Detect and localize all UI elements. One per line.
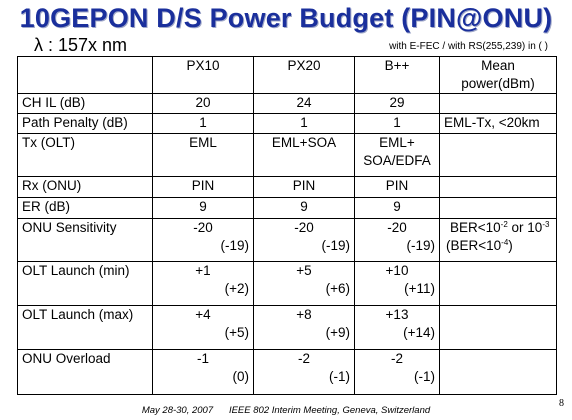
- table-row-onu-overload: ONU Overload -1 (0) -2 (-1) -2 (-1): [17, 349, 557, 395]
- row-label: ONU Sensitivity: [17, 218, 153, 262]
- cell-value: -1: [196, 351, 209, 366]
- cell-px10: EML: [152, 133, 254, 177]
- cell-note: [439, 349, 557, 395]
- cell-bpp: +13 (+14): [354, 305, 440, 350]
- cell-value-rs: (-1): [414, 369, 435, 384]
- cell-bpp-line2: SOA/EDFA: [363, 153, 431, 168]
- cell-note: [439, 305, 557, 350]
- table-row-olt-launch-min: OLT Launch (min) +1 (+2) +5 (+6) +10 (+1…: [17, 261, 557, 306]
- row-label: ER (dB): [17, 197, 153, 219]
- cell-value: -2: [390, 351, 403, 366]
- cell-value-rs: (-19): [220, 238, 249, 253]
- cell-bpp: 29: [354, 93, 440, 114]
- table-row-olt-launch-max: OLT Launch (max) +4 (+5) +8 (+9) +13 (+1…: [17, 305, 557, 350]
- cell-value-rs: (-1): [329, 369, 350, 384]
- ber-note-line2: (BER<10-4): [446, 238, 513, 253]
- header-px10: PX10: [152, 56, 254, 94]
- cell-bpp: PIN: [354, 176, 440, 198]
- cell-value-rs: (+14): [403, 325, 435, 340]
- cell-value-rs: (0): [232, 369, 250, 384]
- table-row-onu-sensitivity: ONU Sensitivity -20 (-19) -20 (-19) -20 …: [17, 218, 557, 262]
- cell-value-rs: (-19): [321, 238, 350, 253]
- cell-value: +4: [195, 307, 211, 322]
- cell-px20: 9: [253, 197, 355, 219]
- cell-px20: +8 (+9): [253, 305, 355, 350]
- table-row-tx-olt: Tx (OLT) EML EML+SOA EML+ SOA/EDFA: [17, 133, 557, 177]
- table-row-rx-onu: Rx (ONU) PIN PIN PIN: [17, 176, 557, 198]
- cell-note: [439, 197, 557, 219]
- fec-note: with E-FEC / with RS(255,239) in ( ): [389, 41, 548, 52]
- cell-note-ber: BER<10-2 or 10-3 (BER<10-4): [439, 218, 557, 262]
- slide-footer: May 28-30, 2007 IEEE 802 Interim Meeting…: [141, 405, 431, 416]
- header-bpp: B++: [354, 56, 440, 94]
- table-row-ch-il: CH IL (dB) 20 24 29: [17, 93, 557, 114]
- cell-value: -2: [297, 351, 310, 366]
- row-label: OLT Launch (min): [17, 261, 153, 306]
- ber-note-line1: BER<10-2 or 10-3: [450, 220, 550, 235]
- cell-px10: 20: [152, 93, 254, 114]
- cell-value: -20: [294, 220, 314, 235]
- row-label: ONU Overload: [17, 349, 153, 395]
- cell-px10: -20 (-19): [152, 218, 254, 262]
- cell-value: -20: [193, 220, 213, 235]
- cell-px20: +5 (+6): [253, 261, 355, 306]
- table-row-er: ER (dB) 9 9 9: [17, 197, 557, 219]
- cell-value: +1: [195, 263, 211, 278]
- cell-value: -20: [387, 220, 407, 235]
- cell-px10: PIN: [152, 176, 254, 198]
- cell-value-rs: (-19): [406, 238, 435, 253]
- cell-px20: -2 (-1): [253, 349, 355, 395]
- table-header-row: PX10 PX20 B++ Mean power(dBm): [17, 56, 557, 94]
- power-budget-table: PX10 PX20 B++ Mean power(dBm) CH IL (dB)…: [17, 56, 557, 395]
- cell-bpp: 9: [354, 197, 440, 219]
- cell-px10: -1 (0): [152, 349, 254, 395]
- header-mean-power: Mean power(dBm): [439, 56, 557, 94]
- cell-bpp: 1: [354, 113, 440, 134]
- cell-px20: PIN: [253, 176, 355, 198]
- wavelength-label: λ : 157x nm: [34, 35, 128, 55]
- cell-value-rs: (+6): [325, 281, 350, 296]
- cell-px10: 9: [152, 197, 254, 219]
- cell-px20: 24: [253, 93, 355, 114]
- row-label: Tx (OLT): [17, 133, 153, 177]
- cell-bpp: -20 (-19): [354, 218, 440, 262]
- row-label: CH IL (dB): [17, 93, 153, 114]
- cell-value: +10: [385, 263, 409, 278]
- slide-title: 10GEPON D/S Power Budget (PIN@ONU): [19, 3, 553, 33]
- cell-value-rs: (+11): [404, 281, 435, 296]
- row-label: Path Penalty (dB): [17, 113, 153, 134]
- cell-value: +8: [296, 307, 312, 322]
- cell-px10: 1: [152, 113, 254, 134]
- row-label: OLT Launch (max): [17, 305, 153, 350]
- cell-value: +13: [385, 307, 409, 322]
- cell-note: [439, 133, 557, 177]
- page-number: 8: [559, 398, 564, 409]
- cell-note: [439, 93, 557, 114]
- cell-px10: +1 (+2): [152, 261, 254, 306]
- cell-value-rs: (+9): [325, 325, 350, 340]
- cell-bpp: EML+ SOA/EDFA: [354, 133, 440, 177]
- header-cell-empty: [17, 56, 153, 94]
- cell-note: EML-Tx, <20km: [439, 113, 557, 134]
- table-row-path-penalty: Path Penalty (dB) 1 1 1 EML-Tx, <20km: [17, 113, 557, 134]
- cell-value-rs: (+5): [224, 325, 249, 340]
- cell-px20: 1: [253, 113, 355, 134]
- cell-note: [439, 261, 557, 306]
- cell-value: +5: [296, 263, 312, 278]
- cell-px10: +4 (+5): [152, 305, 254, 350]
- cell-value-rs: (+2): [224, 281, 249, 296]
- cell-bpp: -2 (-1): [354, 349, 440, 395]
- cell-note: [439, 176, 557, 198]
- row-label: Rx (ONU): [17, 176, 153, 198]
- cell-bpp-line1: EML+: [379, 135, 415, 150]
- cell-px20: -20 (-19): [253, 218, 355, 262]
- cell-px20: EML+SOA: [253, 133, 355, 177]
- cell-bpp: +10 (+11): [354, 261, 440, 306]
- header-px20: PX20: [253, 56, 355, 94]
